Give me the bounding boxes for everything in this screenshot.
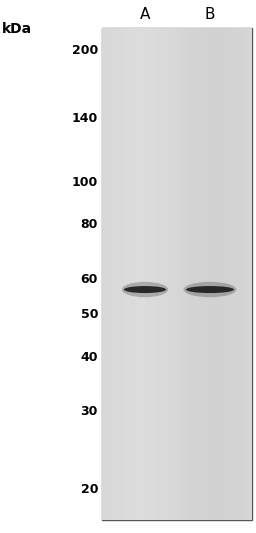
Ellipse shape bbox=[124, 286, 166, 293]
Text: 60: 60 bbox=[81, 273, 98, 286]
Text: 40: 40 bbox=[80, 351, 98, 364]
Text: kDa: kDa bbox=[2, 22, 32, 36]
Text: 140: 140 bbox=[72, 112, 98, 125]
Text: A: A bbox=[140, 7, 150, 22]
Text: 20: 20 bbox=[80, 482, 98, 496]
Text: 80: 80 bbox=[81, 219, 98, 231]
Bar bbox=[102, 28, 252, 520]
Text: 200: 200 bbox=[72, 44, 98, 57]
Text: 100: 100 bbox=[72, 176, 98, 189]
Ellipse shape bbox=[184, 282, 236, 297]
Text: 50: 50 bbox=[80, 308, 98, 321]
Text: 30: 30 bbox=[81, 405, 98, 418]
Ellipse shape bbox=[122, 282, 168, 297]
Text: B: B bbox=[205, 7, 215, 22]
Ellipse shape bbox=[186, 286, 234, 293]
